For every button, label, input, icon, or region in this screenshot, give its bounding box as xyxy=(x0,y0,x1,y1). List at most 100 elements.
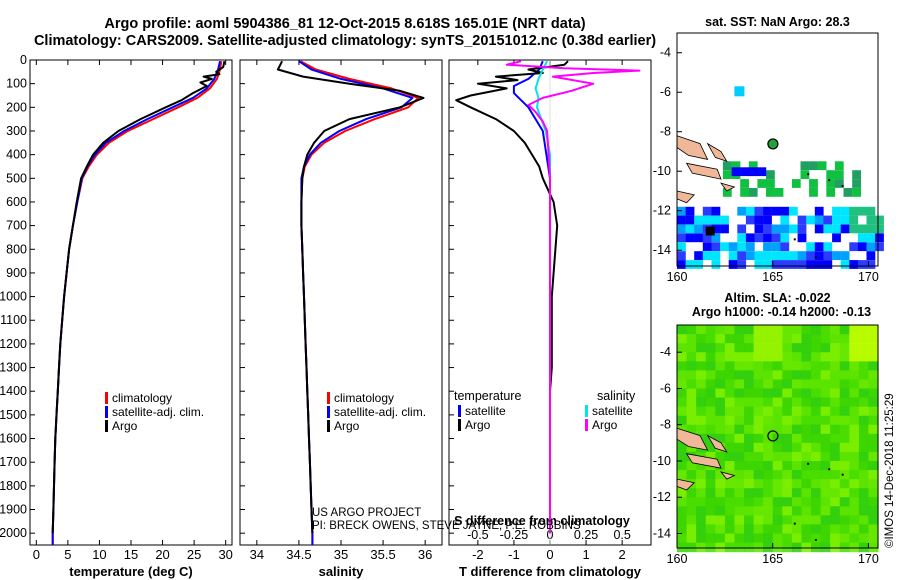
sla-cell xyxy=(830,334,841,344)
sst-map-island-2 xyxy=(706,142,728,163)
sst-pixel xyxy=(780,260,790,269)
sla-cell xyxy=(696,488,707,498)
sla-map-island-2 xyxy=(706,434,728,453)
sla-cell xyxy=(705,334,716,344)
sla-cell xyxy=(830,479,841,489)
sla-cell xyxy=(782,424,793,435)
sla-cell xyxy=(744,433,755,444)
salinity-legend-1-label: satellite-adj. clim. xyxy=(334,405,426,419)
sla-cell xyxy=(811,388,822,399)
sla-cell xyxy=(696,379,707,389)
sla-cell xyxy=(705,515,716,525)
sla-cell xyxy=(772,406,783,417)
sst-pixel xyxy=(737,206,747,216)
temperature-xlabel: temperature (deg C) xyxy=(69,564,193,579)
sst-pixel xyxy=(814,260,824,269)
sst-pixel xyxy=(702,215,712,225)
sla-cell xyxy=(753,461,764,471)
salinity-xtick-label: 34 xyxy=(250,547,264,562)
sla-cell xyxy=(782,533,793,544)
sst-pixel xyxy=(694,233,703,243)
sla-cell xyxy=(849,433,860,444)
sla-cell xyxy=(849,461,860,471)
sst-pixel xyxy=(814,215,824,225)
sla-cell xyxy=(811,515,822,525)
sst-pixel xyxy=(763,251,772,260)
sla-cell xyxy=(820,370,831,380)
salinity-series-climatology xyxy=(300,60,420,545)
sla-cell xyxy=(705,352,716,362)
sst-map-island-0 xyxy=(676,135,709,160)
sla-map-ytick-label: -4 xyxy=(660,345,671,359)
sla-cell xyxy=(801,334,812,344)
sla-cell xyxy=(734,506,745,516)
sst-pixel xyxy=(737,224,747,234)
sla-cell xyxy=(744,325,755,335)
sla-cell xyxy=(734,361,745,371)
sla-cell xyxy=(830,533,841,544)
sla-cell xyxy=(868,497,879,507)
sst-pixel xyxy=(771,242,781,252)
sla-cell xyxy=(724,524,736,534)
sst-pixel xyxy=(840,206,850,216)
sst-pixel xyxy=(817,161,827,171)
salinity-xlabel: salinity xyxy=(319,564,365,579)
depth-tick-label: 1700 xyxy=(0,455,27,469)
depth-tick-label: 300 xyxy=(6,124,27,138)
sst-pixel xyxy=(832,215,841,225)
sla-cell xyxy=(715,424,726,435)
sla-cell xyxy=(724,361,736,371)
sst-pixel xyxy=(740,167,749,177)
sla-map-ytick-label: -10 xyxy=(653,454,671,468)
sla-cell xyxy=(696,406,707,417)
sla-cell xyxy=(782,370,793,380)
sla-cell xyxy=(839,533,850,544)
sla-cell xyxy=(820,479,831,489)
sla-cell xyxy=(724,488,736,498)
sst-map-ytick-label: -12 xyxy=(653,204,671,218)
sla-cell xyxy=(763,515,774,525)
sst-map-islet-2 xyxy=(841,185,844,188)
sst-pixel xyxy=(866,242,876,252)
sla-cell xyxy=(868,379,879,389)
sla-cell xyxy=(801,424,812,435)
sst-pixel xyxy=(780,215,790,225)
sla-cell xyxy=(811,542,822,553)
sla-cell xyxy=(677,343,688,353)
sla-cell xyxy=(705,442,716,453)
sla-cell xyxy=(744,370,755,380)
sst-map-island-3 xyxy=(676,190,695,204)
sla-cell xyxy=(677,370,688,380)
sla-cell xyxy=(830,397,841,408)
sst-pixel xyxy=(745,215,755,225)
sla-cell xyxy=(677,515,688,525)
sla-cell xyxy=(791,433,803,444)
sla-cell xyxy=(763,352,774,362)
sla-cell xyxy=(724,515,736,525)
credit-line-2: PI: BRECK OWENS, STEVE JAYNE, P.E. ROBBI… xyxy=(312,520,581,532)
sst-pixel xyxy=(766,179,775,188)
sla-cell xyxy=(734,451,745,462)
sst-pixel xyxy=(720,215,729,225)
sla-cell xyxy=(763,442,774,453)
temperature-xtick-label: 0 xyxy=(33,547,40,562)
sla-cell xyxy=(830,388,841,399)
sst-pixel xyxy=(823,215,833,225)
sla-cell xyxy=(811,325,822,335)
sla-map-island-1 xyxy=(685,453,722,469)
sst-pixel xyxy=(857,224,867,234)
sla-cell xyxy=(772,470,783,480)
sst-pixel xyxy=(763,260,772,269)
sst-pixel xyxy=(866,206,876,216)
sla-cell xyxy=(791,424,803,435)
sla-cell xyxy=(811,406,822,417)
sla-cell xyxy=(782,415,793,426)
sla-cell xyxy=(744,442,755,453)
sla-cell xyxy=(820,361,831,371)
sla-cell xyxy=(791,461,803,471)
sla-cell xyxy=(791,524,803,534)
sla-cell xyxy=(830,415,841,426)
sla-cell xyxy=(820,488,831,498)
sla-cell xyxy=(849,542,860,553)
sla-cell xyxy=(677,497,688,507)
